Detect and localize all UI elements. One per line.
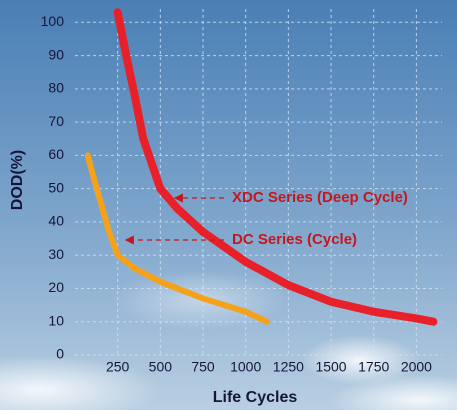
y-axis-title: DOD(%) [9, 150, 26, 210]
x-axis-title: Life Cycles [213, 389, 298, 406]
y-tick-label: 100 [41, 13, 65, 29]
x-tick-label: 1250 [273, 359, 304, 375]
series-annotation: DC Series (Cycle) [232, 231, 357, 248]
y-tick-label: 80 [48, 80, 64, 96]
chart: DOD(%) Life Cycles 0 10 20 30 40 50 60 70 80 90 10… [0, 0, 457, 410]
y-tick-label: 40 [48, 213, 64, 229]
x-tick-label: 1500 [315, 359, 346, 375]
x-tick-label: 2000 [401, 359, 432, 375]
page: {"chart_data": { "type": "line", "x_labe… [0, 0, 457, 410]
y-tick-label: 20 [48, 279, 64, 295]
y-tick-label: 30 [48, 246, 64, 262]
x-tick-label: 250 [106, 359, 130, 375]
y-tick-label: 10 [48, 312, 64, 328]
x-tick-label: 1750 [358, 359, 389, 375]
x-tick-label: 500 [149, 359, 173, 375]
y-tick-label: 70 [48, 113, 64, 129]
x-tick-label: 750 [191, 359, 215, 375]
y-tick-label: 60 [48, 146, 64, 162]
series-annotation: XDC Series (Deep Cycle) [232, 189, 408, 206]
x-tick-label: 1000 [230, 359, 261, 375]
y-tick-label: 90 [48, 46, 64, 62]
y-tick-label: 0 [56, 346, 64, 362]
y-tick-label: 50 [48, 179, 64, 195]
